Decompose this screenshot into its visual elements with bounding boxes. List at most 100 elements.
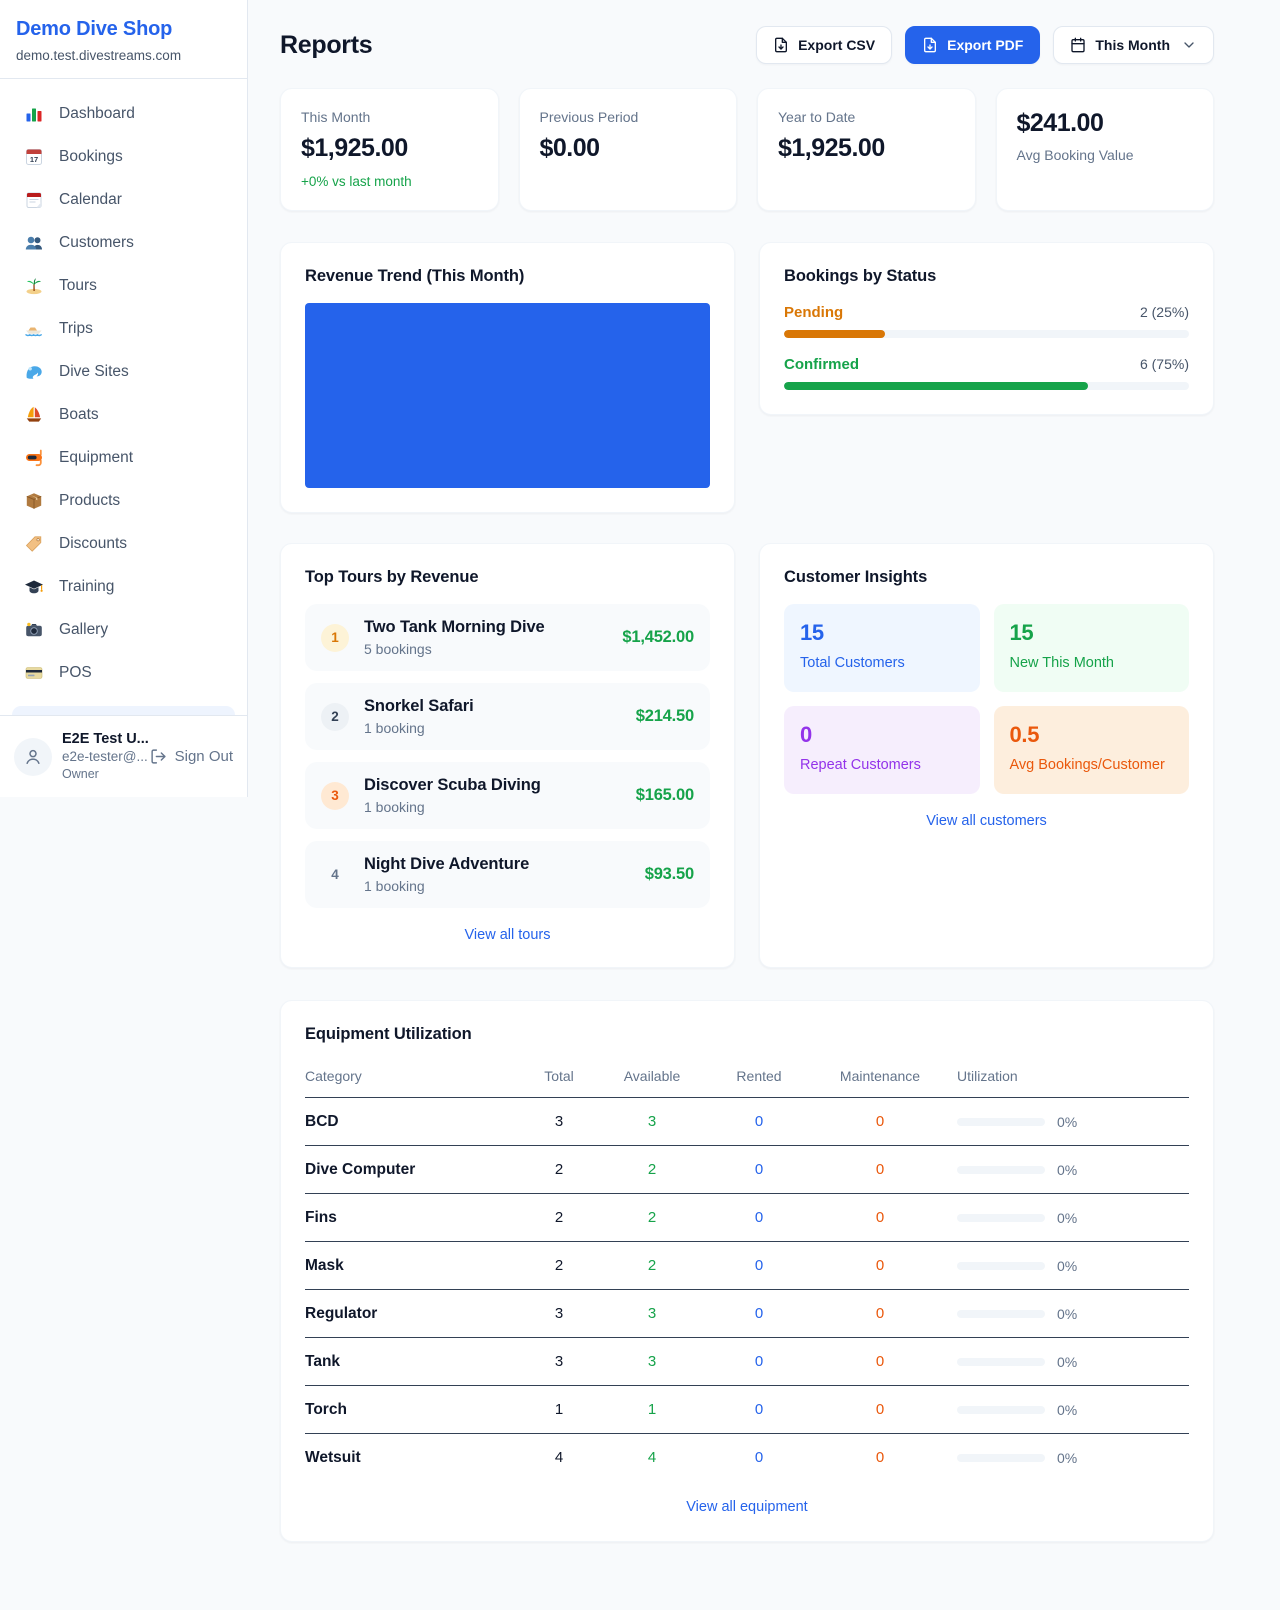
cell-available: 4 — [647, 1449, 657, 1467]
tour-bookings: 1 booking — [364, 720, 425, 736]
cell-maintenance: 0 — [811, 1337, 949, 1386]
cell-available: 2 — [597, 1241, 707, 1290]
stat-label: This Month — [301, 109, 371, 125]
export-csv-button[interactable]: Export CSV — [756, 26, 893, 64]
utilization-percent: 0% — [1057, 1209, 1078, 1226]
sidebar-item-boats[interactable]: Boats — [12, 393, 235, 436]
revenue-trend-chart — [305, 303, 710, 488]
tag-icon — [24, 534, 44, 554]
cell-rented: 0 — [707, 1241, 811, 1290]
stat-value: $1,925.00 — [301, 134, 408, 162]
insight-label: Total Customers — [800, 655, 905, 671]
sidebar-item-label: Dashboard — [59, 104, 135, 122]
camera-icon — [24, 620, 44, 640]
cell-total: 3 — [521, 1337, 597, 1386]
sidebar-item-training[interactable]: Training — [12, 565, 235, 608]
sidebar-item-gallery[interactable]: Gallery — [12, 608, 235, 651]
card-title: Top Tours by Revenue — [305, 568, 479, 586]
cell-category: Regulator — [305, 1289, 521, 1338]
column-header-maintenance: Maintenance — [811, 1059, 949, 1098]
card-title: Revenue Trend (This Month) — [305, 267, 525, 285]
sailboat-icon — [24, 405, 44, 425]
revenue-trend-card: Revenue Trend (This Month) — [280, 242, 735, 513]
insight-value: 15 — [1009, 620, 1034, 645]
list-item: 1 Two Tank Morning Dive 5 bookings $1,452… — [305, 604, 710, 671]
header-actions: Export CSV Export PDF This Month — [756, 26, 1214, 64]
cell-maintenance: 0 — [811, 1241, 949, 1290]
list-item: 2 Snorkel Safari 1 booking $214.50 — [305, 683, 710, 750]
export-pdf-label: Export PDF — [947, 37, 1024, 53]
cell-category: Wetsuit — [305, 1448, 361, 1466]
package-icon — [24, 491, 44, 511]
cell-available: 1 — [597, 1385, 707, 1434]
sidebar-item-trips[interactable]: Trips — [12, 307, 235, 350]
sidebar-item-discounts[interactable]: Discounts — [12, 522, 235, 565]
sidebar-item-dashboard[interactable]: Dashboard — [12, 92, 235, 135]
period-dropdown[interactable]: This Month — [1053, 26, 1214, 64]
shop-name: Demo Dive Shop — [16, 18, 173, 40]
equipment-utilization-card: Equipment Utilization Category Total Ava… — [280, 1000, 1214, 1542]
view-all-tours-link[interactable]: View all tours — [464, 927, 551, 943]
sidebar-item-tours[interactable]: Tours — [12, 264, 235, 307]
status-value: 2 (25%) — [1139, 304, 1189, 320]
view-all-equipment-link[interactable]: View all equipment — [686, 1498, 808, 1515]
cell-maintenance: 0 — [811, 1289, 949, 1338]
svg-text:17: 17 — [30, 155, 38, 164]
sidebar-item-label: Gallery — [59, 620, 109, 638]
rank-badge: 2 — [321, 702, 349, 731]
calendar-icon — [1071, 37, 1086, 53]
cell-rented: 0 — [707, 1385, 811, 1434]
sidebar-item-products[interactable]: Products — [12, 479, 235, 522]
stats-row: This Month $1,925.00 +0% vs last month P… — [280, 88, 1214, 211]
sidebar-item-label: Discounts — [59, 534, 128, 552]
sidebar-item-label: Products — [59, 491, 121, 509]
list-item: 4 Night Dive Adventure 1 booking $93.50 — [305, 841, 710, 908]
insight-label: New This Month — [1009, 655, 1115, 671]
sidebar-header: Demo Dive Shop demo.test.divestreams.com — [0, 0, 247, 79]
table-row: Mask 2 2 0 0 0% — [305, 1241, 1189, 1290]
sidebar-item-pos[interactable]: POS — [12, 651, 235, 694]
sidebar-item-label: Training — [59, 577, 115, 595]
person-icon — [26, 749, 40, 764]
cell-total: 2 — [521, 1241, 597, 1290]
table-row: Wetsuit 4 4 0 0 0% — [305, 1434, 1189, 1482]
cell-maintenance: 0 — [811, 1145, 949, 1194]
tour-name: Discover Scuba Diving — [364, 776, 541, 794]
tour-revenue: $93.50 — [644, 865, 694, 883]
rank-badge: 3 — [321, 781, 349, 810]
view-all-customers-link[interactable]: View all customers — [926, 813, 1047, 829]
sidebar-item-customers[interactable]: Customers — [12, 221, 235, 264]
cell-total: 3 — [521, 1097, 597, 1146]
stat-value: $241.00 — [1016, 109, 1104, 137]
sidebar-item-label: Bookings — [59, 147, 123, 165]
tour-revenue: $165.00 — [635, 786, 694, 804]
sidebar-item-label: Equipment — [59, 448, 134, 466]
stat-card-this-month: This Month $1,925.00 +0% vs last month — [280, 88, 499, 211]
file-download-icon — [775, 37, 788, 53]
insight-value: 0.5 — [1009, 722, 1040, 747]
table-row: BCD 3 3 0 0 0% — [305, 1097, 1189, 1146]
island-icon — [24, 276, 44, 296]
cell-category: Mask — [305, 1241, 521, 1290]
sidebar-item-reports-partial[interactable] — [12, 706, 235, 715]
bar-chart-icon — [24, 104, 44, 124]
utilization-percent: 0% — [1057, 1401, 1078, 1418]
card-title: Bookings by Status — [784, 267, 937, 285]
cell-total: 1 — [521, 1385, 597, 1434]
bookings-by-status-card: Bookings by Status Pending 2 (25%) Confi… — [759, 242, 1214, 415]
sidebar-item-dive-sites[interactable]: Dive Sites — [12, 350, 235, 393]
sidebar-item-calendar[interactable]: Calendar — [12, 178, 235, 221]
shop-domain: demo.test.divestreams.com — [16, 48, 182, 63]
export-pdf-button[interactable]: Export PDF — [905, 26, 1041, 64]
insight-value: 15 — [800, 620, 824, 645]
status-row-pending: Pending 2 (25%) — [784, 304, 1189, 338]
sidebar-item-label: Customers — [59, 233, 134, 251]
utilization-bar — [957, 1261, 1045, 1270]
sign-out-button[interactable]: Sign Out — [150, 748, 233, 765]
sidebar-item-equipment[interactable]: Equipment — [12, 436, 235, 479]
status-bar-track — [784, 330, 1189, 338]
sidebar-item-bookings[interactable]: 17 Bookings — [12, 135, 235, 178]
cell-rented: 0 — [707, 1337, 811, 1386]
sidebar-user-footer: E2E Test U... e2e-tester@... Owner Sign … — [0, 715, 247, 797]
grad-cap-icon — [24, 577, 44, 597]
